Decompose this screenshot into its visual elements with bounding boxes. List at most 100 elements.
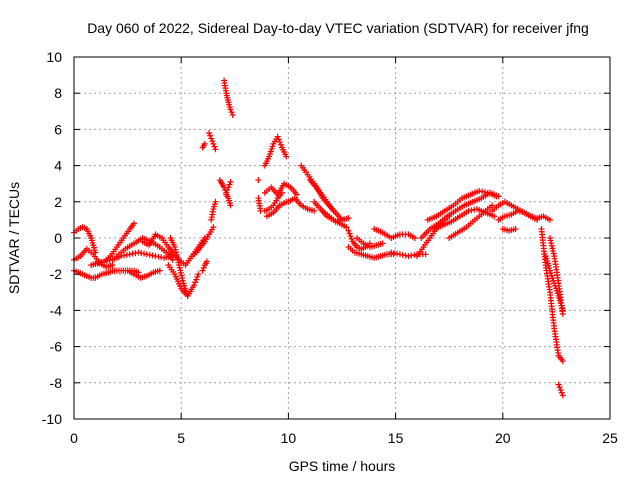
data-point <box>158 254 165 261</box>
data-point <box>227 178 234 185</box>
data-point <box>129 250 136 257</box>
data-point <box>135 249 142 256</box>
data-point <box>557 387 564 394</box>
x-tick-labels: 0 5 10 15 20 25 <box>70 430 618 446</box>
data-point <box>468 207 475 214</box>
x-tick-label: 10 <box>281 430 297 446</box>
data-point <box>408 252 415 259</box>
data-point <box>276 139 283 146</box>
y-tick-label: 4 <box>54 158 62 174</box>
data-point <box>274 133 281 140</box>
data-point <box>275 136 282 143</box>
data-point <box>200 264 207 271</box>
data-point <box>293 191 300 198</box>
data-point <box>224 187 231 194</box>
chart-title: Day 060 of 2022, Sidereal Day-to-day VTE… <box>87 20 589 36</box>
data-point <box>126 251 133 258</box>
data-point <box>555 381 562 388</box>
y-tick-label: 8 <box>54 85 62 101</box>
y-tick-labels: -10 -8 -6 -4 -2 0 2 4 6 8 10 <box>42 49 62 427</box>
data-point <box>559 358 566 365</box>
data-point <box>191 282 198 289</box>
data-point <box>311 207 318 214</box>
data-point <box>103 257 110 264</box>
data-point <box>169 256 176 263</box>
data-point <box>379 240 386 247</box>
data-point <box>132 250 139 257</box>
x-tick-label: 20 <box>495 430 511 446</box>
data-point <box>206 130 213 137</box>
data-point <box>343 224 350 231</box>
y-tick-label: 0 <box>54 230 62 246</box>
data-point <box>109 262 116 269</box>
data-point <box>212 198 219 205</box>
data-point <box>278 189 285 196</box>
data-point <box>559 311 566 318</box>
data-point <box>156 267 163 274</box>
data-point <box>394 250 401 257</box>
data-point <box>481 189 488 196</box>
data-point <box>95 259 102 266</box>
data-point <box>227 106 234 113</box>
data-points <box>71 77 566 399</box>
data-point <box>98 259 105 266</box>
data-point <box>212 146 219 153</box>
data-point <box>402 252 409 259</box>
data-point <box>489 202 496 209</box>
data-point <box>227 202 234 209</box>
data-point <box>491 213 498 220</box>
data-point <box>556 384 563 391</box>
data-point <box>465 207 472 214</box>
data-point <box>193 276 200 283</box>
data-point <box>208 135 215 142</box>
data-point <box>396 251 403 258</box>
x-tick-label: 25 <box>602 430 618 446</box>
data-point <box>146 251 153 258</box>
data-point <box>141 250 148 257</box>
data-point <box>346 230 353 237</box>
data-point <box>203 258 210 265</box>
data-point <box>422 251 429 258</box>
data-point <box>152 253 159 260</box>
data-point <box>479 188 486 195</box>
x-tick-label: 5 <box>177 430 185 446</box>
data-point <box>411 235 418 241</box>
data-point <box>345 227 352 234</box>
axis-ticks <box>73 56 611 420</box>
data-point <box>143 251 150 258</box>
data-point <box>512 225 519 232</box>
data-point <box>192 279 199 286</box>
data-point <box>201 140 208 147</box>
data-point <box>345 215 352 222</box>
data-point <box>226 181 233 188</box>
y-tick-label: -10 <box>42 411 62 427</box>
data-point <box>399 251 406 258</box>
data-point <box>210 140 217 147</box>
data-point <box>493 193 500 200</box>
data-point <box>207 132 214 139</box>
y-tick-label: -6 <box>50 339 63 355</box>
data-point <box>199 267 206 274</box>
data-point <box>106 257 113 264</box>
data-point <box>194 273 201 280</box>
data-point <box>101 258 108 265</box>
y-tick-label: -2 <box>50 266 63 282</box>
data-point <box>121 252 128 259</box>
data-point <box>225 184 232 191</box>
x-tick-label: 0 <box>70 430 78 446</box>
data-point <box>255 177 262 184</box>
data-point <box>559 392 566 399</box>
data-point <box>228 109 235 116</box>
data-point <box>210 224 217 231</box>
data-point <box>283 153 290 160</box>
data-point <box>229 111 236 118</box>
data-point <box>209 138 216 145</box>
y-tick-label: 10 <box>46 49 62 65</box>
y-axis-label: SDTVAR / TECUs <box>6 182 22 294</box>
data-point <box>348 235 355 242</box>
data-point <box>211 143 218 150</box>
y-tick-label: 2 <box>54 194 62 210</box>
